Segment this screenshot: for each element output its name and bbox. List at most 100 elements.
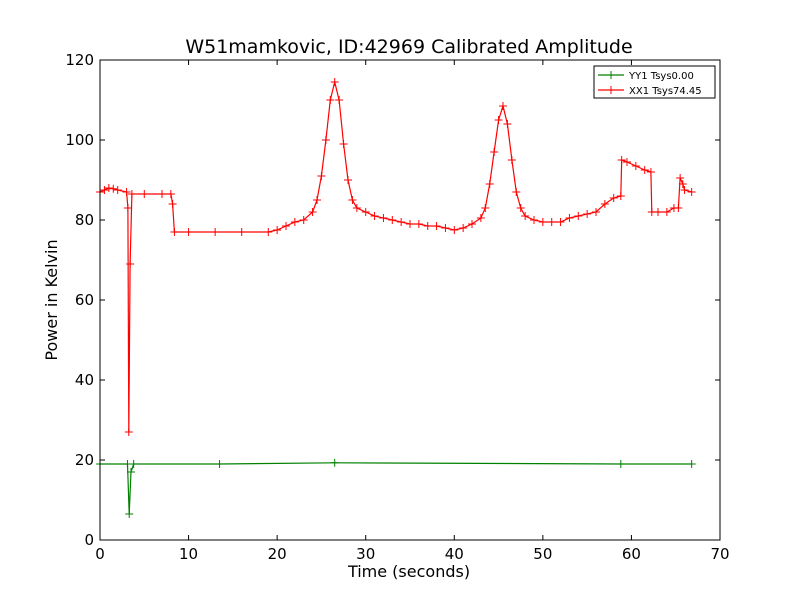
data-point (609, 194, 618, 202)
data-point (485, 180, 494, 188)
data-point (126, 260, 135, 268)
legend-label: XX1 Tsys74.45 (629, 86, 702, 97)
data-point (600, 200, 609, 208)
data-point (125, 510, 134, 518)
data-point (574, 212, 583, 220)
data-point (507, 156, 516, 164)
chart-title: W51mamkovic, ID:42969 Calibrated Amplitu… (185, 36, 632, 58)
data-point (211, 228, 220, 236)
data-point (459, 224, 468, 232)
data-point (494, 116, 503, 124)
data-point (662, 208, 671, 216)
data-point (616, 460, 625, 468)
data-point (481, 204, 490, 212)
x-axis-label: Time (seconds) (347, 562, 470, 581)
legend: YY1 Tsys0.00 XX1 Tsys74.45 (593, 65, 716, 99)
data-point (237, 228, 246, 236)
data-point (166, 190, 175, 198)
data-point (184, 228, 193, 236)
data-point (313, 196, 321, 204)
data-point (432, 222, 441, 230)
data-point (414, 220, 423, 228)
data-point (129, 460, 138, 468)
data-point (273, 226, 282, 234)
data-point (335, 96, 344, 104)
data-point (308, 208, 317, 216)
data-point (687, 460, 696, 468)
data-point (321, 136, 330, 144)
data-point (282, 222, 290, 230)
data-point (352, 204, 361, 212)
data-point (676, 174, 685, 182)
data-point (140, 190, 149, 198)
data-point (678, 180, 687, 188)
y-tick-label: 100 (65, 131, 94, 149)
legend-box (593, 65, 716, 99)
data-point (441, 224, 450, 232)
legend-label: YY1 Tsys0.00 (628, 71, 694, 82)
series-xx1 (96, 78, 696, 436)
y-tick-label: 60 (75, 291, 94, 309)
data-point (370, 212, 379, 220)
data-point (503, 120, 512, 128)
y-axis-label: Power in Kelvin (42, 239, 61, 360)
data-point (687, 188, 696, 196)
data-point (583, 210, 592, 218)
data-point (339, 140, 348, 148)
data-point (617, 156, 626, 164)
data-point (299, 216, 308, 224)
data-point (512, 188, 521, 196)
legend-marker (607, 71, 615, 79)
y-tick-label: 80 (75, 211, 94, 229)
data-point (127, 468, 135, 476)
x-tick-label: 20 (268, 545, 287, 563)
y-tick-label: 0 (84, 531, 94, 549)
data-point (123, 204, 132, 212)
data-point (680, 186, 689, 194)
data-point (654, 208, 662, 216)
data-point (330, 458, 339, 467)
data-point (499, 102, 507, 110)
data-point (530, 216, 538, 224)
data-point (168, 200, 177, 208)
data-point (361, 208, 370, 216)
data-point (450, 226, 459, 234)
y-tick-label: 20 (75, 451, 94, 469)
axes-frame (99, 59, 721, 541)
data-point (490, 148, 499, 156)
data-point (348, 196, 357, 204)
data-point (344, 176, 352, 184)
y-tick-label: 40 (75, 371, 94, 389)
data-point (623, 158, 631, 166)
plot-area (96, 78, 696, 518)
data-point (388, 216, 397, 224)
data-point (521, 212, 530, 220)
data-point (674, 204, 683, 212)
data-point (122, 188, 131, 196)
data-point (640, 166, 649, 174)
data-point (538, 218, 547, 226)
data-point (406, 220, 414, 228)
data-point (158, 190, 166, 198)
x-tick-label: 50 (533, 545, 552, 563)
data-point (104, 184, 113, 192)
axis-ticks: 0 10 20 30 40 50 60 70 0 20 40 60 80 100 120 (65, 51, 729, 563)
data-point (264, 228, 273, 236)
y-tick-label: 120 (65, 51, 94, 69)
data-point (616, 192, 625, 200)
data-point (468, 220, 476, 228)
data-point (330, 78, 339, 86)
data-point (379, 214, 388, 222)
data-point (109, 184, 118, 193)
legend-marker (607, 86, 615, 94)
series-yy1 (96, 458, 696, 518)
data-point (124, 428, 133, 436)
x-tick-label: 10 (179, 545, 198, 563)
x-tick-label: 60 (622, 545, 641, 563)
data-point (113, 186, 122, 194)
data-point (476, 214, 485, 222)
data-point (215, 460, 224, 468)
x-tick-label: 0 (95, 545, 105, 563)
